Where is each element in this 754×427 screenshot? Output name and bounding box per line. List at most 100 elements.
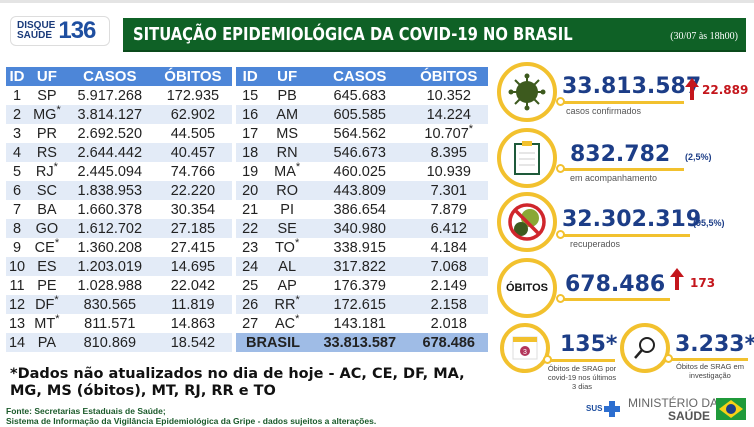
table-cell: PA (28, 333, 66, 352)
table-cell: 2.692.520 (66, 124, 154, 143)
table-row: 4 RS 2.644.442 40.457 (6, 143, 232, 162)
cell-text: CASOS (333, 68, 387, 85)
table-cell: 830.565 (65, 295, 154, 314)
cell-text: 1.612.702 (77, 220, 143, 237)
cell-text: 26 (242, 296, 259, 313)
table-cell: 18 (236, 143, 265, 162)
table-cell: 6 (6, 181, 29, 200)
srag-investigation-value: 3.233* (675, 332, 754, 357)
table-cell: GO (28, 219, 66, 238)
table-cell: PE (28, 276, 66, 295)
logo-text-bottom: SAÚDE (17, 30, 53, 41)
cell-text: PB (277, 87, 297, 104)
srag-investigation-label: Óbitos de SRAG em investigação (676, 362, 744, 380)
asterisk: * (294, 236, 300, 249)
states-table-left: ID UF CASOS ÓBITOS 1 SP 5.917.268 172.935 2 MG* 3.… (6, 67, 232, 352)
states-table-right: ID UF CASOS ÓBITOS 15 PB 645.683 10.352 16 AM 605.… (236, 67, 488, 352)
cell-text: 17 (242, 125, 259, 142)
cell-text: SP (37, 87, 57, 104)
total-cases: 33.813.587 (310, 333, 410, 352)
table-row: 24 AL 317.822 7.068 (236, 257, 488, 276)
table-cell: 2.018 (410, 314, 489, 333)
cell-text: CASOS (83, 68, 137, 85)
cell-text: 8 (12, 220, 22, 237)
deaths-value: 678.486 (565, 272, 666, 297)
table-cell: 27.415 (154, 238, 232, 257)
cell-text: GO (35, 220, 59, 237)
cell-text: 15 (242, 87, 259, 104)
cell-text: 30.354 (170, 201, 216, 218)
table-row: 15 PB 645.683 10.352 (236, 86, 488, 105)
table-cell: 21 (236, 200, 264, 219)
table-cell: 10.939 (410, 162, 489, 181)
table-cell: 16 (236, 105, 265, 124)
table-cell: 14.695 (153, 257, 232, 276)
table-cell: 26 (236, 295, 265, 314)
cell-text: RR (274, 296, 296, 313)
cell-text: 9 (12, 239, 22, 256)
cell-text: 23 (242, 239, 259, 256)
cell-text: ID (9, 68, 25, 85)
table-header: ID UF CASOS ÓBITOS (236, 67, 488, 86)
table-cell: 9 (6, 238, 28, 257)
table-cell: 172.615 (310, 295, 410, 314)
cell-text: 44.505 (170, 125, 216, 142)
cell-text: 1.838.953 (77, 182, 143, 199)
table-cell: 24 (236, 257, 265, 276)
table-cell: 645.683 (310, 86, 410, 105)
table-cell: 4 (6, 143, 29, 162)
cell-text: 811.571 (84, 315, 136, 332)
table-cell: 810.869 (65, 333, 154, 352)
asterisk: * (53, 160, 58, 173)
table-cell: 74.766 (154, 162, 232, 181)
cell-text: AL (278, 258, 297, 275)
table-cell: RN (264, 143, 310, 162)
cell-text: 2.445.094 (77, 163, 143, 180)
column-header: ÓBITOS (153, 67, 232, 86)
cell-text: PA (37, 334, 57, 351)
cell-text: PI (280, 201, 294, 218)
cell-text: 810.869 (83, 334, 137, 351)
cell-text: 2.158 (430, 296, 467, 313)
cell-text: 443.809 (333, 182, 386, 199)
table-row: 10 ES 1.203.019 14.695 (6, 257, 232, 276)
dot (664, 354, 673, 363)
cell-text: 7.301 (430, 182, 467, 199)
asterisk: * (295, 293, 300, 306)
table-cell: 18.542 (153, 333, 232, 352)
table-row: 6 SC 1.838.953 22.220 (6, 181, 232, 200)
table-cell: 14.224 (409, 105, 488, 124)
deaths-badge-label: ÓBITOS (506, 282, 548, 294)
cell-text: MG (33, 106, 57, 123)
table-cell: 3.814.127 (65, 105, 154, 124)
table-cell: 1 (6, 86, 28, 105)
asterisk: * (295, 160, 301, 173)
table-cell: 11 (6, 276, 28, 295)
table-cell: PR (28, 124, 66, 143)
disque-saude-logo: DISQUE SAÚDE 136 (10, 16, 110, 46)
cell-text: ÓBITOS (164, 68, 222, 85)
dot (543, 355, 552, 364)
svg-text:3: 3 (523, 349, 527, 356)
dot (556, 164, 565, 173)
cell-text: 11.819 (171, 296, 215, 313)
cell-text: 1.203.019 (77, 258, 143, 275)
table-cell: 4.184 (410, 238, 489, 257)
table-cell: 386.654 (310, 200, 410, 219)
underline (560, 234, 690, 237)
cell-text: RN (276, 144, 298, 161)
cell-text: 27.185 (170, 220, 216, 237)
cell-text: 2.692.520 (77, 125, 143, 142)
table-cell: 10 (6, 257, 29, 276)
cell-text: 7.068 (430, 258, 467, 275)
cell-text: 645.683 (333, 87, 386, 104)
title-banner: SITUAÇÃO EPIDEMIOLÓGICA DA COVID-19 NO B… (123, 18, 746, 52)
cell-text: 172.615 (333, 296, 386, 313)
cell-text: 317.822 (333, 258, 386, 275)
table-cell: 5 (6, 162, 28, 181)
table-cell: MT* (28, 313, 66, 333)
table-cell: 22 (236, 219, 265, 238)
logo-text-top: DISQUE (17, 20, 56, 31)
table-cell: 546.673 (310, 143, 410, 162)
cell-text: ÓBITOS (420, 68, 478, 85)
